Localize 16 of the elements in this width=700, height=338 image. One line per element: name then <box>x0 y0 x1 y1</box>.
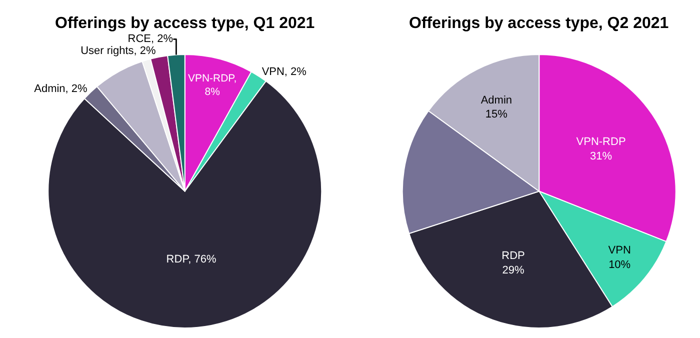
chart-title: Offerings by access type, Q1 2021 <box>55 15 315 32</box>
slice-label: Admin, 2% <box>34 83 88 96</box>
slice-label: VPN-RDP, 8% <box>188 74 237 98</box>
slice-label: RDP, 76% <box>166 253 216 266</box>
chart-title: Offerings by access type, Q2 2021 <box>409 15 669 32</box>
slice-label: VPN, 2% <box>262 66 307 78</box>
data-label: 15% <box>485 108 508 121</box>
slice-label: RDP <box>502 250 525 262</box>
slice-label: RCE, 2% <box>128 33 174 46</box>
slice-label: User rights, 2% <box>80 45 156 58</box>
data-label: 29% <box>502 264 524 276</box>
slice-label: VPN-RDP <box>576 136 626 148</box>
slice-label: VPN <box>608 244 631 257</box>
slice-label: Admin <box>480 94 512 106</box>
data-label: 10% <box>608 258 631 271</box>
data-label: 31% <box>590 150 612 162</box>
